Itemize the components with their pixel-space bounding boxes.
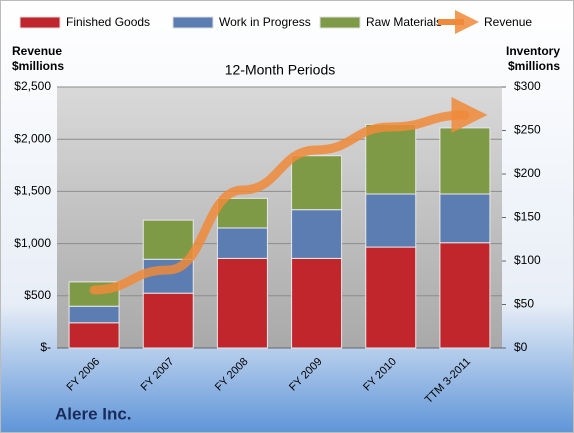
bar-segment [216, 227, 268, 259]
y-tick-label: $500 [24, 288, 51, 302]
legend-swatch [19, 16, 61, 29]
y-tick-label: $1,500 [14, 184, 51, 198]
revenue-line [89, 96, 488, 295]
y-axis-label: Revenue [12, 44, 62, 58]
y-tick-label: $2,000 [14, 131, 51, 145]
y2-tick-label: $100 [514, 253, 541, 267]
subtitle: 12-Month Periods [225, 62, 336, 78]
bar-segment [216, 257, 268, 349]
y2-tick-label: $0 [514, 340, 528, 354]
y-tick-label: $2,500 [14, 79, 51, 93]
y2-tick-label: $250 [514, 123, 541, 137]
legend-label: Revenue [484, 15, 532, 29]
y2-tick-label: $50 [514, 297, 534, 311]
bar-segment [439, 242, 491, 349]
y2-tick-label: $200 [514, 166, 541, 180]
bar-segment [365, 246, 417, 349]
y2-axis-label: $millions [508, 59, 560, 73]
bar-segment [216, 197, 268, 229]
bar-segment [291, 257, 343, 349]
bar-segment [142, 292, 194, 349]
bar-segment [365, 123, 417, 195]
y2-axis-label: Inventory [506, 44, 560, 58]
y-axis-label: $millions [12, 59, 64, 73]
bar-segment [439, 127, 491, 195]
plot-area [57, 87, 502, 348]
bar-segment [68, 322, 120, 349]
bar-segment [142, 219, 194, 260]
legend-label: Work in Progress [219, 15, 311, 29]
y2-tick-label: $300 [514, 79, 541, 93]
y2-tick-label: $150 [514, 210, 541, 224]
bar-segment [291, 155, 343, 211]
footer: Alere Inc. [55, 404, 132, 423]
bar-segment [439, 193, 491, 244]
bar-segment [291, 209, 343, 259]
bar-segment [365, 193, 417, 248]
legend-swatch [319, 16, 361, 29]
y-tick-label: $1,000 [14, 236, 51, 250]
legend-swatch [172, 16, 214, 29]
legend-label: Finished Goods [66, 15, 150, 29]
y-tick-label: $- [40, 340, 51, 354]
bar-segment [68, 305, 120, 324]
legend-label: Raw Materials [366, 15, 442, 29]
